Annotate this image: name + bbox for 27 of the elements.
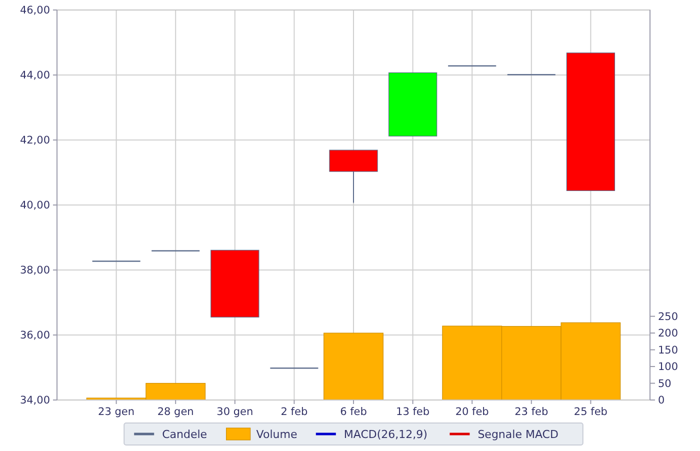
y-tick-label: 44,00 (20, 70, 50, 82)
y-tick-label: 40,00 (20, 200, 50, 212)
y-tick-label: 36,00 (20, 330, 50, 342)
x-tick-label: 28 gen (157, 406, 194, 418)
y2-tick-label: 50 (658, 378, 672, 390)
x-tick-label: 2 feb (280, 406, 308, 418)
bar (324, 332, 384, 400)
y-tick-label: 34,00 (20, 394, 50, 407)
y-tick-label: 38,00 (20, 264, 50, 277)
y2-tick-label: 150 (658, 344, 678, 356)
y2-tick-label: 250 (658, 310, 678, 323)
x-tick-label: 20 feb (455, 406, 490, 418)
x-tick-label: 25 feb (574, 406, 608, 418)
y2-tick-label: 100 (658, 361, 678, 374)
legend-label: Segnale MACD (478, 428, 558, 441)
y-tick-label: 46,00 (20, 4, 50, 17)
x-tick-label: 6 feb (340, 406, 368, 418)
legend-label: MACD(26,12,9) (344, 428, 428, 441)
x-tick-label: 23 feb (514, 406, 548, 418)
legend-label: Candele (162, 428, 208, 441)
x-tick-label: 13 feb (396, 406, 430, 418)
y-tick-label: 42,00 (20, 134, 50, 147)
y2-tick-label: 200 (658, 328, 678, 340)
y2-tick-label: 0 (658, 394, 665, 407)
x-tick-label: 23 gen (98, 406, 135, 418)
x-tick-label: 30 gen (216, 406, 254, 418)
legend-label: Volume (256, 428, 298, 441)
